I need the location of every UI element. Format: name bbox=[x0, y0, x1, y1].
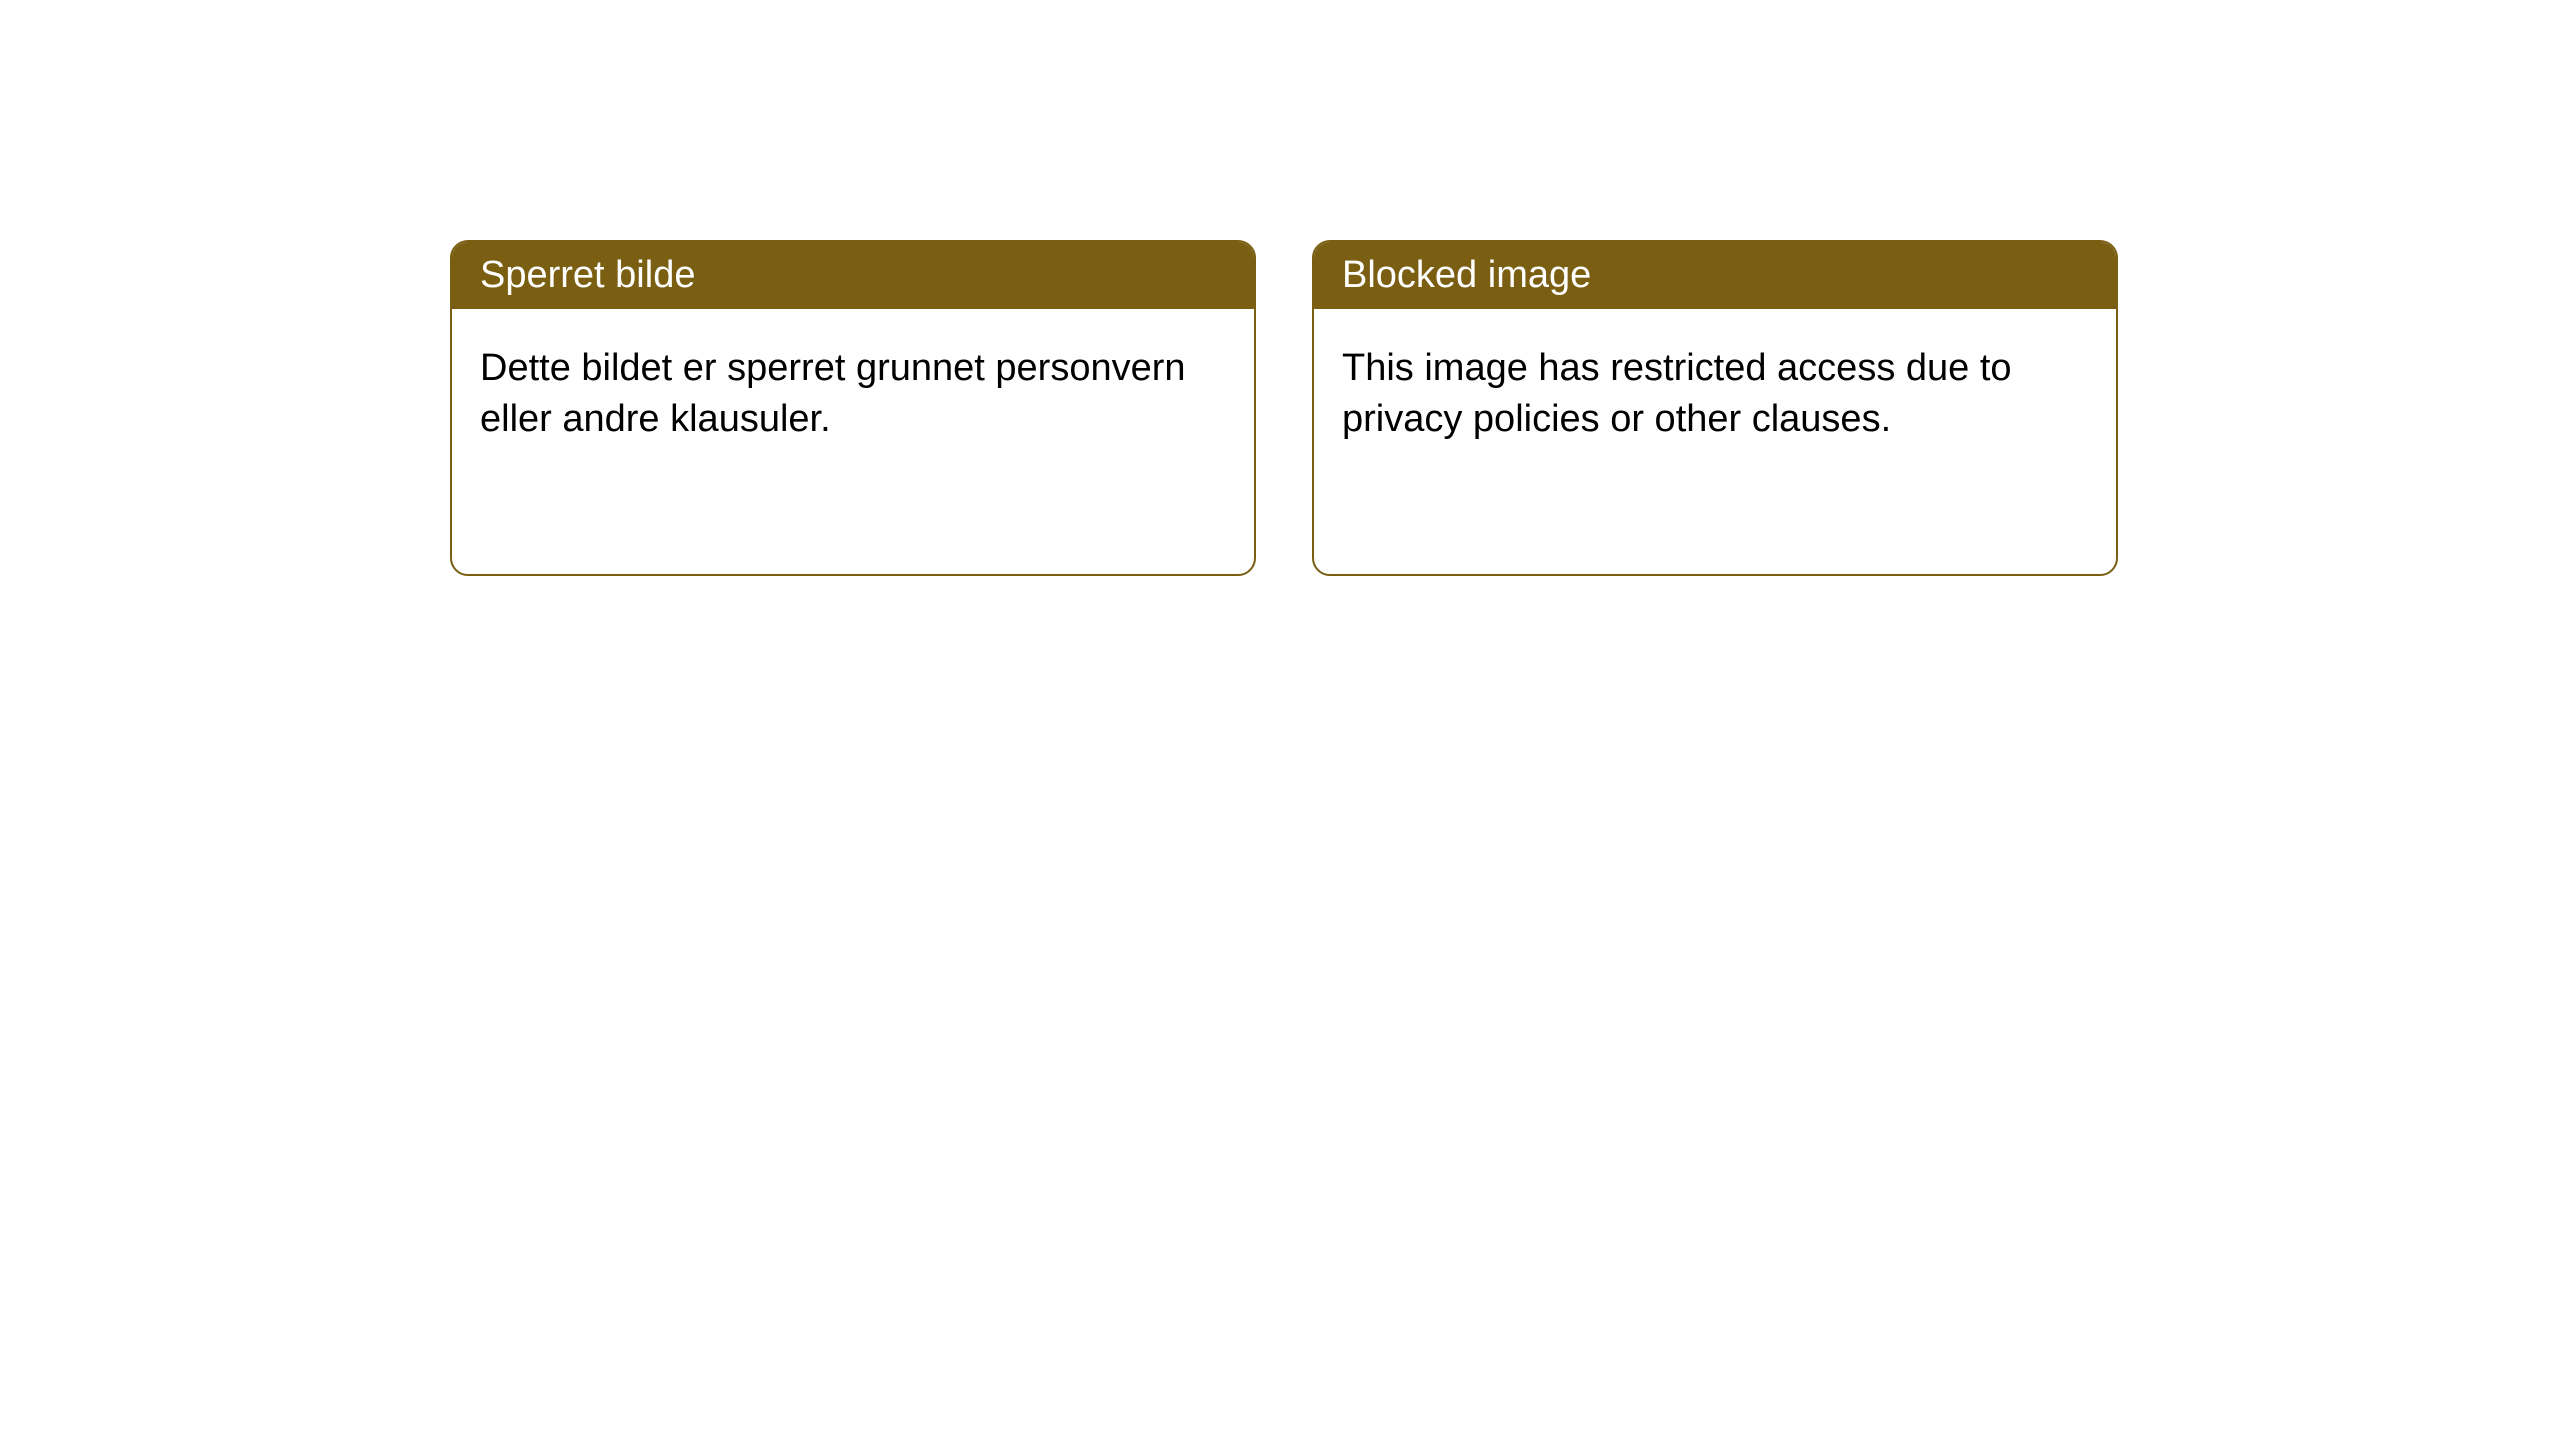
card-body-text: This image has restricted access due to … bbox=[1342, 347, 2012, 440]
card-header: Blocked image bbox=[1314, 242, 2116, 309]
card-header: Sperret bilde bbox=[452, 242, 1254, 309]
card-body-text: Dette bildet er sperret grunnet personve… bbox=[480, 347, 1186, 440]
card-body: This image has restricted access due to … bbox=[1314, 309, 2116, 480]
blocked-image-card-no: Sperret bilde Dette bildet er sperret gr… bbox=[450, 240, 1256, 576]
card-body: Dette bildet er sperret grunnet personve… bbox=[452, 309, 1254, 480]
card-title: Sperret bilde bbox=[480, 254, 695, 296]
notice-container: Sperret bilde Dette bildet er sperret gr… bbox=[0, 0, 2560, 576]
blocked-image-card-en: Blocked image This image has restricted … bbox=[1312, 240, 2118, 576]
card-title: Blocked image bbox=[1342, 254, 1591, 296]
